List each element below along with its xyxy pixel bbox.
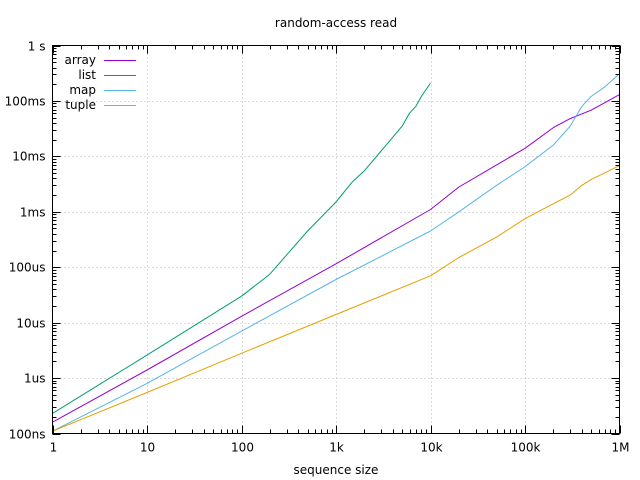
x-tick-label: 100 xyxy=(231,441,254,455)
series-line-array xyxy=(52,94,620,423)
y-tick-label: 10us xyxy=(16,317,45,331)
legend-label-list: list xyxy=(78,68,96,82)
x-tick-label: 1M xyxy=(612,441,630,455)
y-tick-label: 100ns xyxy=(9,428,46,442)
legend-label-map: map xyxy=(69,83,96,97)
plot-lines xyxy=(52,73,620,432)
axis-ticks: 1 10 100 1k 10k 100k 1M 100ns 1us 10us 100us 1ms 10m… xyxy=(5,40,630,455)
chart-title: random-access read xyxy=(275,16,397,30)
x-tick-label: 1k xyxy=(329,441,344,455)
y-tick-label: 100us xyxy=(9,261,46,275)
legend-label-array: array xyxy=(65,53,96,67)
y-tick-label: 1 s xyxy=(28,40,46,54)
y-tick-label: 1us xyxy=(24,372,46,386)
series-line-map xyxy=(52,73,620,432)
y-tick-label: 100ms xyxy=(5,95,46,109)
x-tick-label: 10k xyxy=(420,441,442,455)
x-tick-label: 1 xyxy=(50,441,58,455)
y-tick-label: 10ms xyxy=(12,150,45,164)
y-tick-label: 1ms xyxy=(20,206,46,220)
x-tick-label: 10 xyxy=(140,441,155,455)
legend-label-tuple: tuple xyxy=(65,98,96,112)
x-tick-label: 100k xyxy=(511,441,541,455)
x-axis-label: sequence size xyxy=(294,463,379,477)
grid-lines xyxy=(52,45,620,434)
series-line-tuple xyxy=(52,165,620,432)
series-line-list xyxy=(52,82,431,414)
